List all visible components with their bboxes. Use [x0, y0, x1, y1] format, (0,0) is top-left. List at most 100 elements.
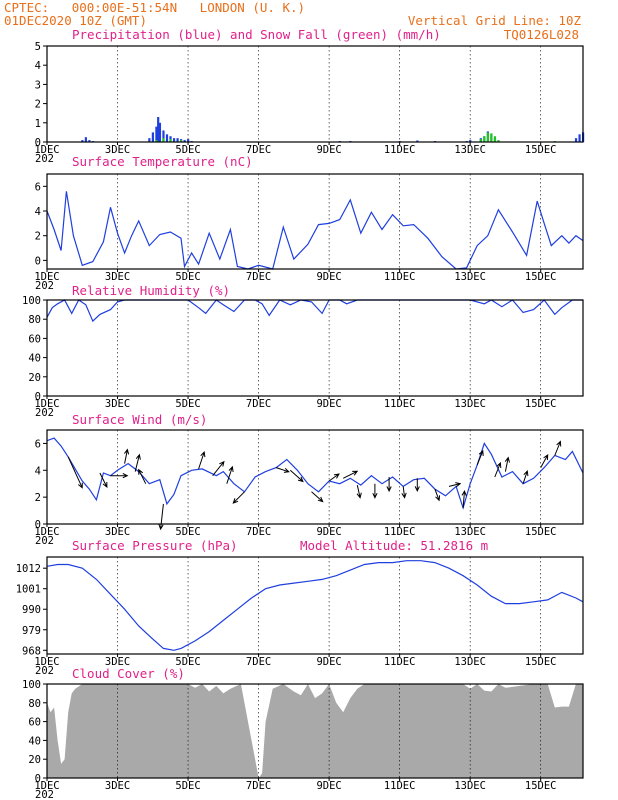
wind-arrow	[198, 451, 206, 470]
y-tick-label: 0	[35, 391, 41, 403]
x-tick-label: 15DEC	[525, 526, 557, 538]
wind-arrow	[356, 484, 362, 499]
pressure-panel	[43, 556, 584, 657]
altitude-label: Model Altitude: 51.2816 m	[300, 538, 488, 553]
precip-bar	[148, 138, 151, 142]
y-tick-label: 2	[35, 99, 41, 111]
x-tick-label: 3DEC	[105, 780, 130, 792]
wind-arrow	[110, 473, 129, 479]
x-tick-label: 15DEC	[525, 656, 557, 668]
x-tick-label: 1DEC	[34, 144, 59, 156]
precip-bar	[165, 134, 169, 142]
x-tick-label: 11DEC	[384, 780, 416, 792]
cloud-cover-area	[47, 684, 583, 778]
x-tick-label: 11DEC	[384, 656, 416, 668]
wind-arrow	[212, 460, 225, 477]
x-tick-label: 5DEC	[175, 656, 200, 668]
snow-bar	[483, 136, 486, 142]
rh-line	[46, 299, 583, 323]
rh-panel	[43, 299, 584, 399]
y-tick-label: 40	[28, 735, 41, 747]
y-tick-label: 60	[28, 717, 41, 729]
y-tick-label: 100	[22, 679, 41, 691]
year-fragment: 202	[35, 280, 54, 292]
snow-bar	[490, 133, 493, 142]
y-tick-label: 6	[35, 438, 41, 450]
x-tick-label: 3DEC	[105, 656, 130, 668]
wind-arrow	[328, 473, 340, 482]
precip-bar	[176, 138, 179, 142]
precip-frame	[46, 45, 584, 143]
x-tick-label: 1DEC	[34, 398, 59, 410]
precip-bar	[162, 130, 165, 142]
y-tick-label: 1012	[16, 563, 41, 575]
wind-arrow	[311, 491, 324, 503]
wind-arrow	[554, 440, 562, 456]
precip-bar	[151, 132, 154, 142]
x-tick-label: 9DEC	[316, 398, 341, 410]
x-tick-label: 9DEC	[316, 780, 341, 792]
cloud-title: Cloud Cover (%)	[72, 666, 185, 681]
y-tick-label: 4	[35, 206, 41, 218]
wind-panel	[43, 429, 584, 531]
year-fragment: 202	[35, 407, 54, 419]
x-tick-label: 11DEC	[384, 398, 416, 410]
x-tick-label: 3DEC	[105, 271, 130, 283]
x-tick-label: 3DEC	[105, 144, 130, 156]
x-tick-label: 13DEC	[454, 656, 486, 668]
snow-bar	[497, 140, 500, 142]
y-tick-label: 0	[35, 255, 41, 267]
wind-arrow	[476, 449, 484, 466]
cloud-frame	[46, 683, 584, 779]
y-tick-label: 60	[28, 333, 41, 345]
pressure-frame	[46, 556, 584, 655]
y-tick-label: 4	[35, 465, 41, 477]
wind-arrow	[504, 456, 510, 472]
wind-arrow	[99, 472, 108, 489]
y-tick-label: 80	[28, 698, 41, 710]
y-tick-label: 1	[35, 118, 41, 130]
x-tick-label: 15DEC	[525, 398, 557, 410]
wind-line	[46, 437, 584, 510]
x-tick-label: 15DEC	[525, 271, 557, 283]
header-time: 01DEC2020 10Z (GMT)	[4, 13, 147, 28]
x-tick-label: 5DEC	[175, 526, 200, 538]
precip-bar	[158, 122, 162, 142]
y-tick-label: 990	[22, 604, 41, 616]
temp-frame	[46, 173, 584, 270]
pressure-title: Surface Pressure (hPa)	[72, 538, 238, 553]
wind-arrow	[134, 453, 141, 472]
wind-arrow	[522, 470, 529, 484]
precip-bar	[155, 126, 158, 142]
precip-bar	[88, 140, 91, 142]
snow-bar	[479, 139, 482, 142]
x-tick-label: 7DEC	[246, 656, 271, 668]
x-tick-label: 5DEC	[175, 271, 200, 283]
temp-title: Surface Temperature (nC)	[72, 154, 253, 169]
snow-bar	[155, 140, 158, 142]
x-tick-label: 1DEC	[34, 780, 59, 792]
precip-bar	[187, 139, 190, 142]
x-tick-label: 7DEC	[246, 526, 271, 538]
snow-bar	[162, 138, 165, 142]
x-tick-label: 13DEC	[454, 398, 486, 410]
precip-bar	[578, 134, 581, 142]
x-tick-label: 5DEC	[175, 144, 200, 156]
x-tick-label: 13DEC	[454, 271, 486, 283]
y-tick-label: 968	[22, 645, 41, 657]
temp-line	[46, 191, 584, 270]
wind-arrow	[386, 477, 392, 493]
x-tick-label: 5DEC	[175, 780, 200, 792]
y-tick-label: 0	[35, 137, 41, 149]
year-fragment: 202	[35, 789, 54, 800]
wind-arrow	[138, 468, 147, 484]
precip-bar	[183, 140, 186, 142]
cloud-panel	[43, 683, 584, 781]
wind-arrow	[289, 469, 304, 483]
y-tick-label: 5	[35, 41, 41, 53]
wind-arrow	[494, 461, 502, 478]
wind-arrow	[232, 491, 245, 504]
x-tick-label: 7DEC	[246, 271, 271, 283]
x-tick-label: 7DEC	[246, 398, 271, 410]
